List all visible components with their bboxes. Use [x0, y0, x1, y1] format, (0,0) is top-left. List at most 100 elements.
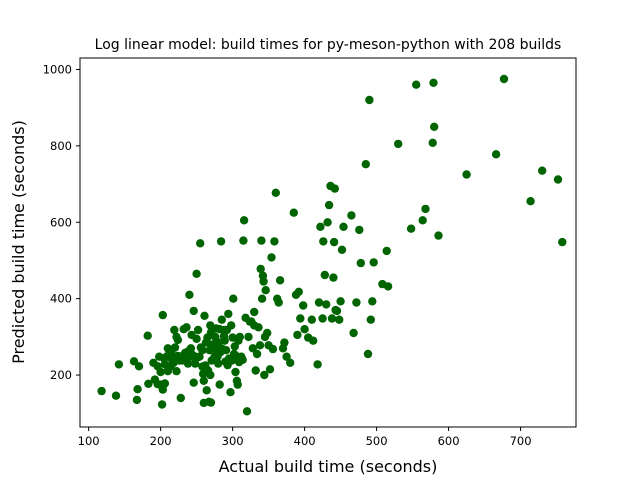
data-point	[170, 343, 180, 352]
data-point	[352, 298, 361, 307]
data-point	[319, 237, 328, 246]
data-point	[252, 349, 262, 359]
data-point	[324, 200, 334, 210]
data-point	[134, 362, 144, 371]
data-point	[406, 224, 416, 233]
data-point	[337, 245, 347, 254]
data-point	[114, 360, 124, 369]
data-point	[382, 246, 391, 256]
data-point	[255, 341, 265, 350]
data-point	[327, 314, 337, 323]
data-point	[332, 306, 342, 316]
data-point	[256, 264, 265, 274]
data-point	[224, 309, 233, 319]
data-point	[366, 315, 375, 324]
data-point	[271, 188, 280, 197]
data-point	[318, 314, 327, 323]
data-point	[309, 336, 318, 345]
data-point	[215, 380, 224, 389]
data-point	[157, 400, 167, 409]
data-point	[193, 325, 203, 335]
data-point	[199, 376, 208, 385]
data-point	[143, 331, 152, 340]
data-point	[363, 349, 373, 359]
data-point	[219, 325, 229, 335]
data-point	[220, 336, 229, 345]
data-point	[299, 301, 308, 310]
data-point	[192, 269, 201, 278]
data-point	[329, 273, 338, 282]
data-point	[172, 332, 181, 342]
data-point	[172, 367, 181, 376]
data-point	[430, 122, 439, 131]
data-point	[206, 398, 216, 407]
data-point	[329, 237, 339, 247]
data-point	[365, 95, 374, 105]
x-axis-label: Actual build time (seconds)	[219, 457, 438, 476]
data-point	[221, 346, 231, 355]
data-point	[97, 386, 106, 396]
data-point	[263, 328, 272, 338]
data-point	[274, 298, 283, 307]
data-point	[356, 258, 365, 268]
data-point	[227, 321, 236, 330]
data-point	[261, 286, 270, 295]
data-point	[132, 395, 142, 405]
data-point	[412, 80, 421, 89]
data-point	[189, 378, 198, 387]
data-point	[314, 298, 324, 307]
data-point	[216, 237, 226, 246]
data-point	[158, 310, 167, 320]
data-point	[186, 344, 196, 353]
data-point	[270, 237, 279, 246]
data-point	[206, 370, 215, 380]
data-point	[198, 346, 207, 355]
data-point	[244, 332, 253, 342]
data-point	[394, 139, 403, 149]
data-point	[233, 380, 242, 389]
data-point	[349, 328, 358, 338]
y-tick-label: 800	[50, 139, 72, 153]
data-point	[163, 344, 172, 353]
data-point	[226, 388, 235, 397]
data-point	[231, 367, 240, 377]
data-point	[133, 385, 142, 394]
data-point	[347, 211, 356, 220]
data-point	[239, 236, 248, 245]
data-point	[429, 78, 438, 88]
y-tick-label: 600	[50, 215, 72, 229]
data-point	[336, 297, 345, 306]
data-point	[526, 197, 535, 206]
data-point	[111, 391, 121, 400]
data-point	[462, 170, 471, 179]
chart-title: Log linear model: build times for py-mes…	[95, 37, 562, 53]
data-point	[280, 338, 289, 347]
y-tick-label: 400	[50, 292, 72, 306]
data-point	[286, 358, 295, 367]
data-point	[238, 355, 247, 364]
data-point	[434, 231, 443, 240]
data-point	[144, 379, 153, 388]
data-point	[491, 150, 501, 159]
data-point	[191, 359, 200, 368]
data-point	[214, 359, 223, 368]
data-point	[185, 290, 194, 299]
data-point	[160, 379, 170, 388]
data-point	[335, 315, 344, 324]
data-point	[260, 370, 269, 380]
data-point	[289, 208, 298, 217]
x-tick-label: 400	[294, 434, 316, 448]
data-point	[202, 386, 211, 395]
data-point	[428, 138, 437, 147]
data-point	[250, 307, 259, 317]
data-point	[361, 160, 370, 169]
x-tick-label: 200	[150, 434, 172, 448]
data-point	[307, 315, 316, 324]
x-axis: 100 200 300 400 500 600 700	[78, 427, 532, 448]
data-point	[268, 344, 278, 354]
data-point	[558, 237, 567, 247]
data-point	[267, 253, 276, 262]
data-point	[183, 359, 193, 368]
y-tick-label: 200	[50, 368, 72, 382]
